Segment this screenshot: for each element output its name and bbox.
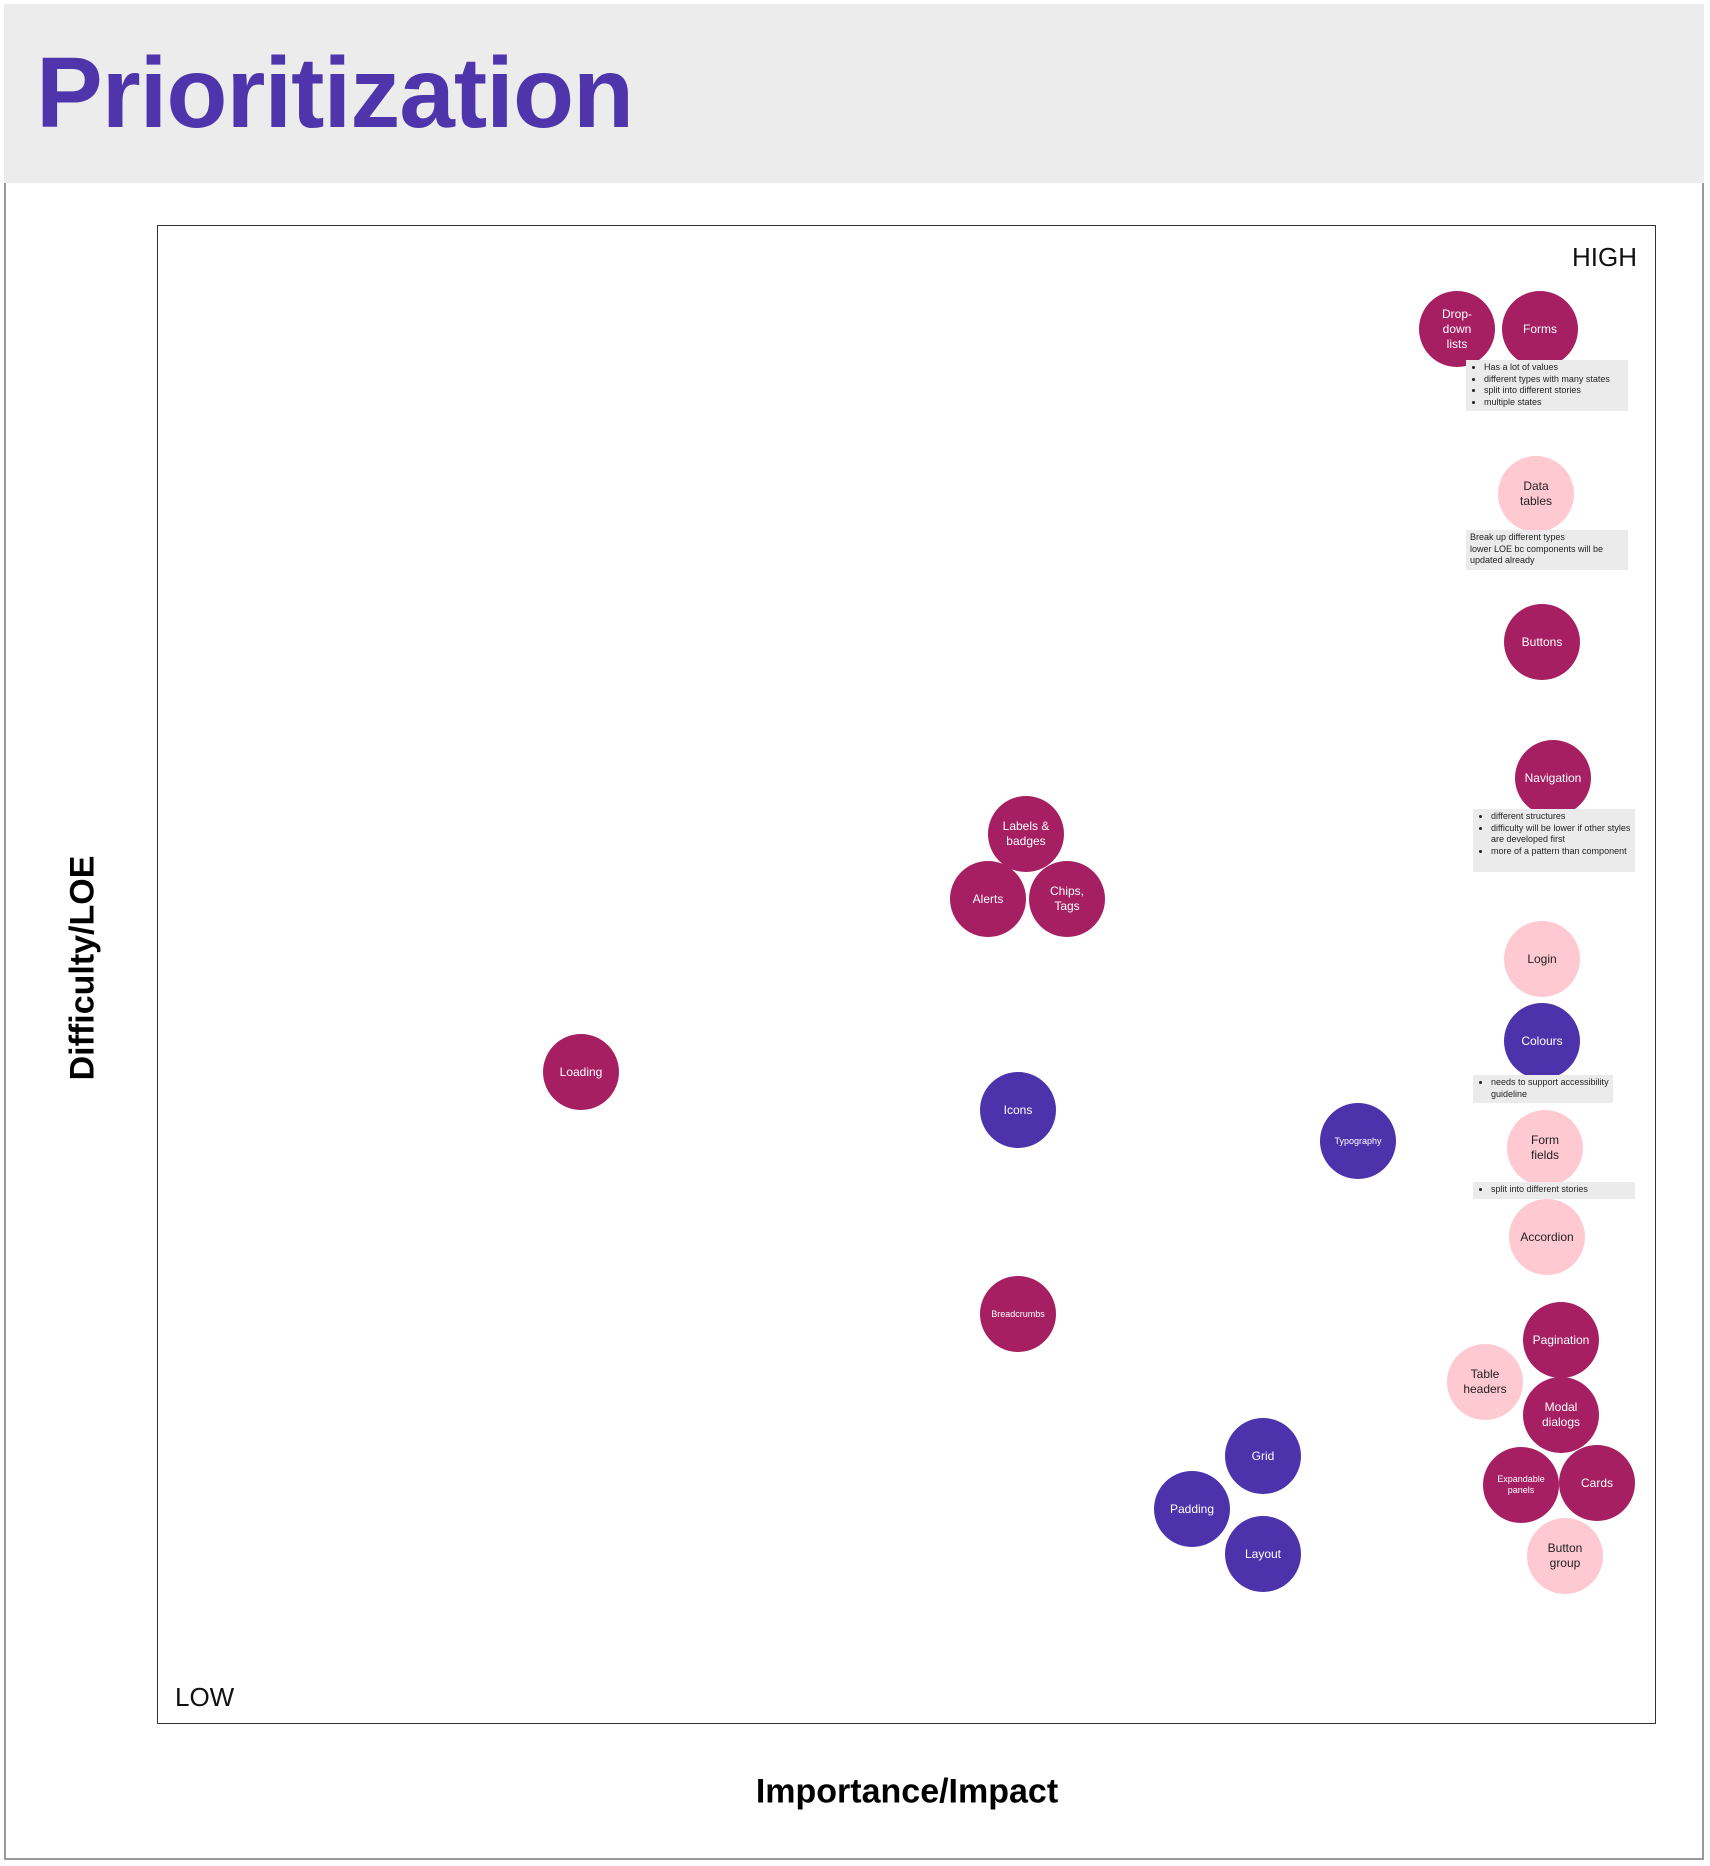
note-forms-item: different types with many states xyxy=(1484,374,1624,386)
x-axis-label: Importance/Impact xyxy=(755,1772,1059,1811)
note-navigation-item: different structures xyxy=(1491,811,1631,823)
y-axis-label: Difficulty/LOE xyxy=(63,855,102,1081)
bubble-labels-badges[interactable]: Labels & badges xyxy=(988,796,1064,872)
bubble-layout[interactable]: Layout xyxy=(1225,1516,1301,1592)
bubble-breadcrumbs[interactable]: Breadcrumbs xyxy=(980,1276,1056,1352)
bubble-chips-tags[interactable]: Chips, Tags xyxy=(1029,861,1105,937)
bubble-alerts[interactable]: Alerts xyxy=(950,861,1026,937)
bubble-expandable-panels[interactable]: Expandable panels xyxy=(1483,1447,1559,1523)
bubble-padding[interactable]: Padding xyxy=(1154,1471,1230,1547)
bubble-login[interactable]: Login xyxy=(1504,921,1580,997)
note-form-fields-item: split into different stories xyxy=(1491,1184,1631,1196)
bubble-button-group[interactable]: Button group xyxy=(1527,1518,1603,1594)
bubble-grid[interactable]: Grid xyxy=(1225,1418,1301,1494)
bubble-accordion[interactable]: Accordion xyxy=(1509,1199,1585,1275)
bubble-data-tables[interactable]: Data tables xyxy=(1498,456,1574,532)
bubble-table-headers[interactable]: Table headers xyxy=(1447,1344,1523,1420)
bubble-navigation[interactable]: Navigation xyxy=(1515,740,1591,816)
priority-matrix xyxy=(157,225,1656,1724)
note-data-tables: Break up different types lower LOE bc co… xyxy=(1466,530,1628,570)
bubble-loading[interactable]: Loading xyxy=(543,1034,619,1110)
bubble-icons[interactable]: Icons xyxy=(980,1072,1056,1148)
bubble-cards[interactable]: Cards xyxy=(1559,1445,1635,1521)
bubble-dropdown-lists[interactable]: Drop- down lists xyxy=(1419,291,1495,367)
bubble-colours[interactable]: Colours xyxy=(1504,1003,1580,1079)
bubble-form-fields[interactable]: Form fields xyxy=(1507,1110,1583,1186)
bubble-typography[interactable]: Typography xyxy=(1320,1103,1396,1179)
low-label: LOW xyxy=(175,1682,235,1712)
bubble-modal-dialogs[interactable]: Modal dialogs xyxy=(1523,1377,1599,1453)
note-colours-item: needs to support accessibility guideline xyxy=(1491,1077,1609,1100)
high-label: HIGH xyxy=(1572,242,1637,272)
note-forms-item: split into different stories xyxy=(1484,385,1624,397)
note-navigation-item: more of a pattern than component xyxy=(1491,846,1631,858)
bubble-forms[interactable]: Forms xyxy=(1502,291,1578,367)
note-forms-item: multiple states xyxy=(1484,397,1624,409)
canvas-frame xyxy=(4,4,1704,1860)
note-data-tables-line: lower LOE bc components will be xyxy=(1470,543,1604,554)
note-data-tables-line: updated already xyxy=(1470,555,1535,565)
bubble-pagination[interactable]: Pagination xyxy=(1523,1302,1599,1378)
note-colours: needs to support accessibility guideline xyxy=(1473,1075,1613,1103)
note-forms: Has a lot of values different types with… xyxy=(1466,360,1628,411)
note-forms-item: Has a lot of values xyxy=(1484,362,1624,374)
note-form-fields: split into different stories xyxy=(1473,1182,1635,1199)
page-title: Prioritization xyxy=(36,37,634,149)
note-data-tables-line: Break up different types xyxy=(1470,532,1565,542)
note-navigation: different structures difficulty will be … xyxy=(1473,809,1635,872)
header-bar: Prioritization xyxy=(4,4,1704,183)
bubble-buttons[interactable]: Buttons xyxy=(1504,604,1580,680)
note-navigation-item: difficulty will be lower if other styles… xyxy=(1491,823,1631,846)
